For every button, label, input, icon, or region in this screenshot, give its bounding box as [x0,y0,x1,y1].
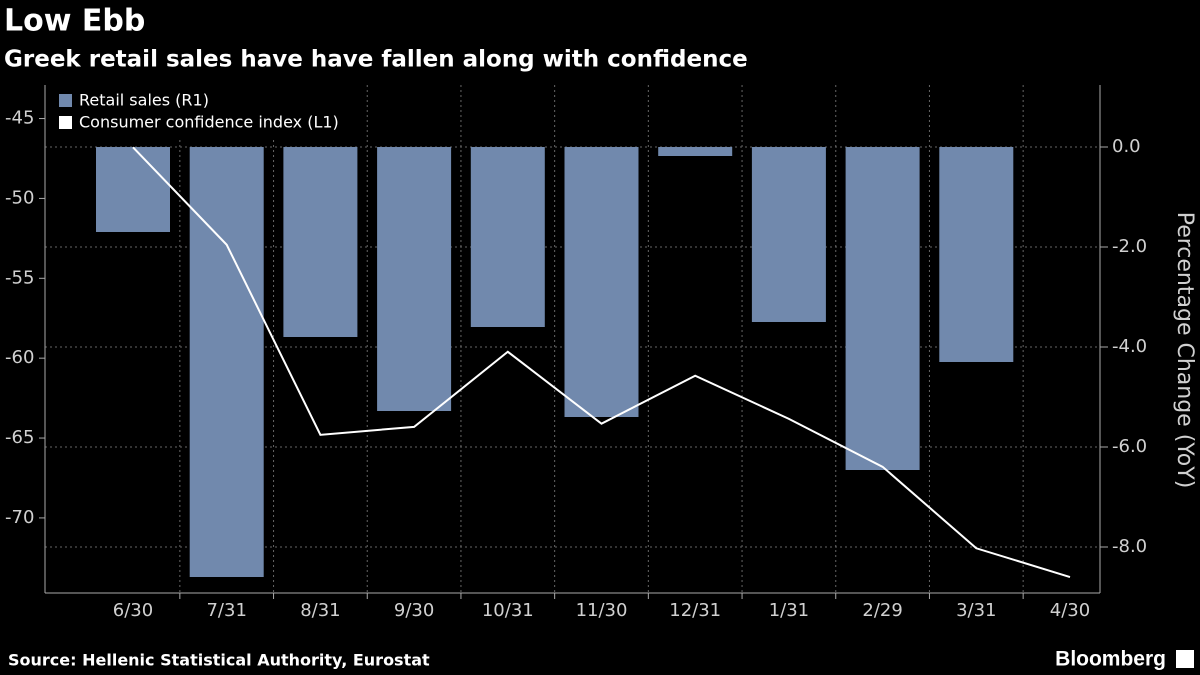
x-tick-label: 10/31 [482,600,534,621]
y-tick-label: -60 [5,347,34,368]
x-tick-label: 12/31 [669,600,721,621]
y2-tick-label: 0.0 [1112,136,1141,157]
legend-swatch [59,94,72,107]
line [132,146,1071,578]
bar [751,147,826,322]
bar [658,147,733,156]
legend-box [47,85,359,137]
x-tick-label: 7/31 [206,600,246,621]
bar [283,147,358,337]
chart-title: Low Ebb [4,4,145,39]
x-tick-label: 9/30 [394,600,434,621]
x-tick-label: 4/30 [1050,600,1090,621]
y-tick-label: -45 [5,108,34,129]
legend-swatch [59,116,72,129]
y2-tick-label: -6.0 [1112,436,1147,457]
y2-axis-title: Percentage Change (YoY) [1172,212,1197,489]
x-tick-label: 3/31 [956,600,996,621]
bar [470,147,545,327]
legend-label: Retail sales (R1) [79,91,209,110]
brand: Bloomberg [1055,648,1166,671]
y-tick-label: -55 [5,267,34,288]
brand-logo [1176,650,1194,668]
y2-tick-label: -8.0 [1112,536,1147,557]
bar [564,147,639,417]
y-tick-label: -65 [5,427,34,448]
bar [377,147,452,411]
y2-tick-label: -4.0 [1112,336,1147,357]
y-tick-label: -50 [5,187,34,208]
legend-label: Consumer confidence index (L1) [79,113,339,132]
y-tick-label: -70 [5,507,34,528]
x-tick-label: 2/29 [862,600,902,621]
x-tick-label: 1/31 [769,600,809,621]
x-tick-label: 6/30 [113,600,153,621]
bar [96,147,170,232]
bar [939,147,1014,362]
y2-tick-label: -2.0 [1112,236,1147,257]
chart-subtitle: Greek retail sales have have fallen alon… [4,47,748,73]
x-tick-label: 11/30 [576,600,628,621]
bar [189,147,264,577]
x-tick-label: 8/31 [300,600,340,621]
source: Source: Hellenic Statistical Authority, … [8,651,430,670]
bar [845,147,920,470]
